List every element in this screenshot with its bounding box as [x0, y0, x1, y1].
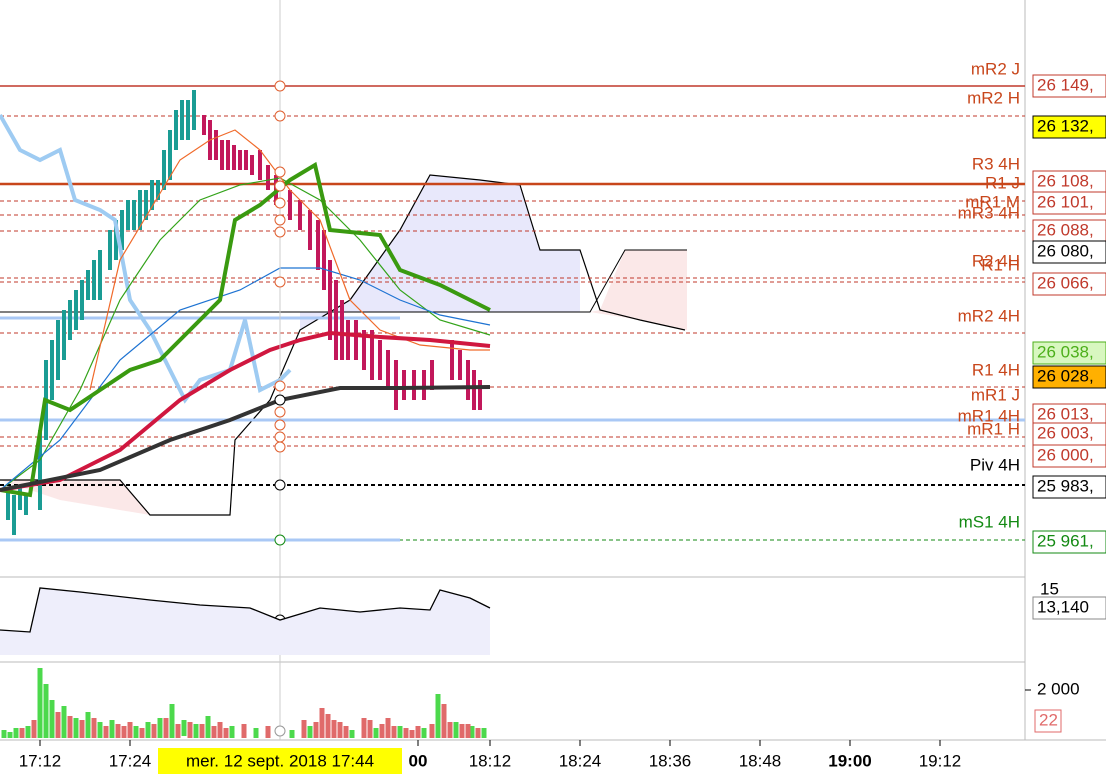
ma-line [0, 330, 491, 492]
level-label: R1 H [981, 255, 1020, 274]
cloud-line [0, 174, 686, 516]
cloud [300, 175, 580, 330]
ma-line [0, 114, 292, 404]
time-label: 19:12 [919, 751, 962, 770]
level-label: mR1 4H [958, 406, 1020, 425]
indicator-box [1032, 596, 1106, 620]
volume-box [1034, 709, 1062, 733]
indicator-tick: 15 [1040, 579, 1059, 598]
indicator-value: 13,140 [1037, 597, 1089, 616]
level-label: mR3 4H [958, 203, 1020, 222]
volume-down [19, 704, 481, 738]
indicator-area [0, 588, 490, 655]
level-label: R1 4H [972, 360, 1020, 379]
price-label: 26 149, [1037, 75, 1094, 94]
level-label: mR2 H [967, 88, 1020, 107]
price-label: 26 003, [1037, 423, 1094, 442]
level-label: mR2 4H [958, 306, 1020, 325]
crosshair-time: mer. 12 sept. 2018 17:44 [186, 751, 374, 770]
price-box [1032, 191, 1106, 215]
price-box [1032, 365, 1106, 389]
volume-tick: 2 000 [1037, 679, 1080, 698]
ma-line [0, 161, 491, 498]
cloud [590, 250, 687, 330]
level-label: Piv 4H [970, 455, 1020, 474]
price-box [1032, 115, 1106, 139]
price-label: 26 101, [1037, 192, 1094, 211]
level-label: R2 4H [972, 251, 1020, 270]
price-box [1032, 475, 1106, 499]
price-label: 26 000, [1037, 445, 1094, 464]
cloud-line [0, 249, 687, 313]
price-label: 26 108, [1037, 171, 1094, 190]
time-label: 18:36 [649, 751, 692, 770]
level-label: mR1 J [971, 385, 1020, 404]
price-box [1032, 530, 1106, 554]
price-label: 26 088, [1037, 220, 1094, 239]
price-label: 26 028, [1037, 366, 1094, 385]
volume-value: 22 [1039, 710, 1058, 729]
time-label: 00 [409, 751, 428, 770]
price-box [1032, 240, 1106, 264]
ma-line [0, 385, 491, 492]
time-label: 17:24 [109, 751, 152, 770]
price-box [1032, 341, 1106, 365]
time-label: 18:12 [469, 751, 512, 770]
candles-up [6, 90, 196, 535]
price-label: 26 080, [1037, 241, 1094, 260]
indicator-line [0, 587, 491, 633]
level-label: mR2 J [971, 59, 1020, 78]
time-label: 18:24 [559, 751, 602, 770]
price-box [1032, 444, 1106, 468]
ma-line [0, 177, 491, 491]
level-label: mR1 H [967, 419, 1020, 438]
price-label: 26 132, [1037, 116, 1094, 135]
crosshair-time-box [158, 748, 402, 774]
price-label: 26 066, [1037, 273, 1094, 292]
level-label: mS1 4H [959, 512, 1020, 531]
price-box [1032, 272, 1106, 296]
volume-up [1, 668, 487, 738]
time-label: 19:00 [828, 751, 871, 770]
price-label: 26 013, [1037, 404, 1094, 423]
level-label: mR1 M [965, 192, 1020, 211]
price-label: 25 961, [1037, 531, 1094, 550]
level-label: R3 4H [972, 154, 1020, 173]
level-lines [0, 85, 1025, 542]
price-label: 25 983, [1037, 476, 1094, 495]
cloud [0, 480, 150, 515]
time-label: 18:48 [739, 751, 782, 770]
price-label: 26 038, [1037, 342, 1094, 361]
price-box [1032, 74, 1106, 98]
time-label: 17:12 [19, 751, 62, 770]
candles-down [202, 115, 482, 410]
level-label: R1 J [985, 173, 1020, 192]
